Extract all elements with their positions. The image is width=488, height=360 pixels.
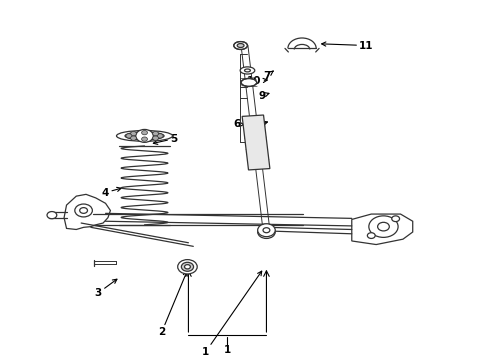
Circle shape bbox=[126, 134, 132, 138]
Text: 1: 1 bbox=[202, 271, 261, 357]
Text: 3: 3 bbox=[94, 279, 117, 298]
Ellipse shape bbox=[240, 67, 254, 74]
Ellipse shape bbox=[244, 69, 250, 72]
Text: 5: 5 bbox=[153, 134, 177, 144]
Circle shape bbox=[47, 212, 57, 219]
Text: 8: 8 bbox=[255, 120, 267, 129]
Ellipse shape bbox=[233, 41, 247, 49]
Circle shape bbox=[130, 136, 136, 140]
Text: 7: 7 bbox=[262, 71, 273, 81]
Circle shape bbox=[263, 229, 269, 234]
Circle shape bbox=[75, 204, 92, 217]
Ellipse shape bbox=[177, 260, 197, 274]
Circle shape bbox=[257, 226, 275, 238]
Circle shape bbox=[366, 233, 374, 238]
Ellipse shape bbox=[181, 262, 193, 271]
Polygon shape bbox=[242, 115, 269, 170]
Text: 9: 9 bbox=[258, 91, 268, 101]
Circle shape bbox=[377, 222, 388, 231]
Polygon shape bbox=[64, 194, 110, 229]
Circle shape bbox=[80, 208, 87, 213]
Circle shape bbox=[257, 224, 275, 237]
Text: 6: 6 bbox=[233, 120, 244, 129]
Circle shape bbox=[136, 130, 153, 142]
Circle shape bbox=[130, 131, 136, 136]
Ellipse shape bbox=[237, 44, 244, 48]
Text: 4: 4 bbox=[102, 187, 121, 198]
Circle shape bbox=[368, 216, 397, 237]
Text: 2: 2 bbox=[158, 271, 187, 337]
Ellipse shape bbox=[125, 132, 163, 140]
Circle shape bbox=[391, 216, 399, 222]
Text: 11: 11 bbox=[321, 41, 373, 50]
Ellipse shape bbox=[241, 78, 256, 86]
Polygon shape bbox=[351, 214, 412, 244]
Circle shape bbox=[263, 228, 269, 233]
Circle shape bbox=[152, 131, 158, 136]
Text: 1: 1 bbox=[224, 345, 231, 355]
Circle shape bbox=[152, 136, 158, 140]
Circle shape bbox=[142, 137, 147, 141]
Circle shape bbox=[157, 134, 163, 138]
Text: 10: 10 bbox=[246, 76, 267, 86]
Ellipse shape bbox=[116, 131, 172, 141]
Ellipse shape bbox=[184, 265, 190, 269]
Circle shape bbox=[142, 131, 147, 135]
